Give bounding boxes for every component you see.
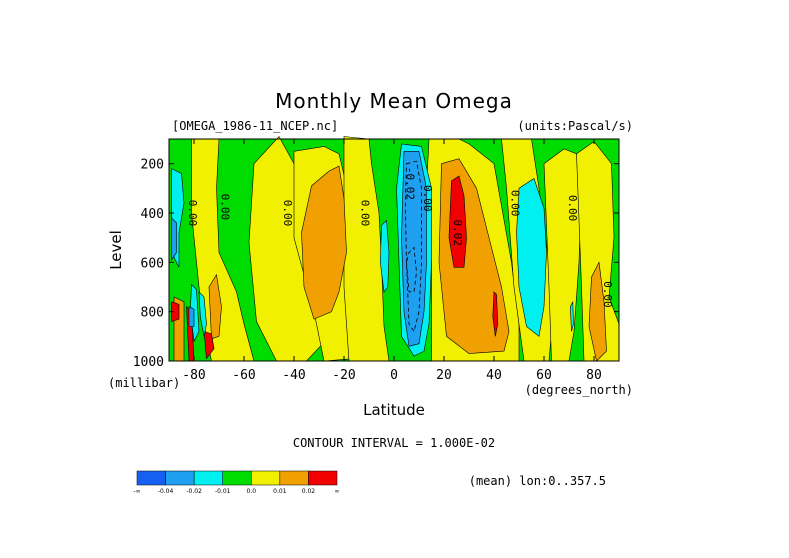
mean-note: (mean) lon:0..357.5 <box>469 474 606 488</box>
x-tick-label-0: -80 <box>182 368 205 383</box>
x-tick-label-6: 40 <box>486 368 502 383</box>
contour-region-7 <box>576 141 620 362</box>
contour-region-10 <box>588 261 607 362</box>
x-tick-label-8: 80 <box>586 368 602 383</box>
x-tick-label-2: -40 <box>282 368 305 383</box>
y-axis-label: Level <box>107 230 125 270</box>
colorbar-tick-label-4: 0.0 <box>247 488 257 495</box>
colorbar-swatch-4 <box>251 470 281 486</box>
file-label: [OMEGA_1986-11_NCEP.nc] <box>172 119 338 133</box>
dashed-contour-1 <box>406 246 417 293</box>
contour-region-23 <box>516 178 547 337</box>
contour-label-0: 0.00 <box>186 200 199 227</box>
contour-label-6: 0.02 <box>451 219 464 246</box>
dashed-contours <box>404 160 422 333</box>
units-label: (units:Pascal/s) <box>517 119 633 133</box>
contour-region-3 <box>343 136 390 362</box>
contour-region-13 <box>448 175 467 268</box>
contour-interval: CONTOUR INTERVAL = 1.000E-02 <box>293 436 495 450</box>
filled-contours <box>171 135 620 362</box>
x-tick-label-4: 0 <box>390 368 398 383</box>
contour-region-17 <box>203 330 215 360</box>
contour-label-4: -0.02 <box>404 167 417 200</box>
colorbar-swatch-1 <box>165 470 195 486</box>
contour-region-14 <box>492 291 499 337</box>
contour-region-8 <box>301 165 347 320</box>
x-tick-label-5: 20 <box>436 368 452 383</box>
colorbar: -∞ -0.04 -0.02 -0.01 0.0 0.01 0.02 ∞ <box>133 470 340 495</box>
x-axis-units: (degrees_north) <box>525 383 633 397</box>
y-axis-ticks: 200 400 600 800 1000 <box>133 158 619 370</box>
x-tick-label-7: 60 <box>536 368 552 383</box>
y-tick-label-2: 600 <box>141 256 164 271</box>
y-tick-label-1: 400 <box>141 207 164 222</box>
colorbar-tick-label-0: -∞ <box>133 488 140 495</box>
colorbar-swatch-6 <box>308 470 338 486</box>
contour-label-9: 0.00 <box>601 281 614 308</box>
contour-label-1: 0.00 <box>219 194 232 221</box>
colorbar-tick-label-2: -0.02 <box>186 488 202 495</box>
contour-labels: 0.00 0.00 0.00 0.00 -0.02 0.00 0.02 0.00 0.00 0.0… <box>186 167 614 308</box>
colorbar-swatch-5 <box>279 470 309 486</box>
contour-label-7: 0.00 <box>509 190 522 217</box>
colorbar-swatch-3 <box>222 470 252 486</box>
dashed-contour-0 <box>404 160 422 333</box>
contour-region-15 <box>171 301 180 322</box>
contour-label-5: 0.00 <box>421 185 434 212</box>
colorbar-swatch-2 <box>193 470 223 486</box>
colorbar-swatch-0 <box>136 470 166 486</box>
y-tick-label-0: 200 <box>141 158 164 173</box>
contour-region-26 <box>171 217 177 261</box>
colorbar-tick-label-5: 0.01 <box>273 488 287 495</box>
x-axis-label: Latitude <box>363 401 425 419</box>
contour-region-24 <box>569 301 574 332</box>
x-tick-label-1: -60 <box>232 368 255 383</box>
chart-title: Monthly Mean Omega <box>275 89 513 113</box>
contour-label-3: 0.00 <box>359 200 372 227</box>
contour-region-20 <box>198 291 207 337</box>
x-tick-label-3: -20 <box>332 368 355 383</box>
colorbar-tick-label-3: -0.01 <box>215 488 231 495</box>
contour-region-27 <box>188 306 195 327</box>
contour-label-2: 0.00 <box>281 200 294 227</box>
x-axis-ticks: -80 -60 -40 -20 0 20 40 60 80 <box>182 139 602 383</box>
plot-area: 0.00 0.00 0.00 0.00 -0.02 0.00 0.02 0.00 0.00 0.0… <box>133 135 620 383</box>
colorbar-tick-label-6: 0.02 <box>302 488 316 495</box>
contour-region-21 <box>379 219 390 293</box>
colorbar-tick-label-1: -0.04 <box>158 488 174 495</box>
y-axis-units: (millibar) <box>108 376 180 390</box>
y-tick-label-4: 1000 <box>133 355 164 370</box>
y-tick-label-3: 800 <box>141 306 164 321</box>
contour-label-8: 0.00 <box>566 195 579 222</box>
contour-region-11 <box>208 273 222 340</box>
colorbar-tick-label-7: ∞ <box>335 488 340 495</box>
